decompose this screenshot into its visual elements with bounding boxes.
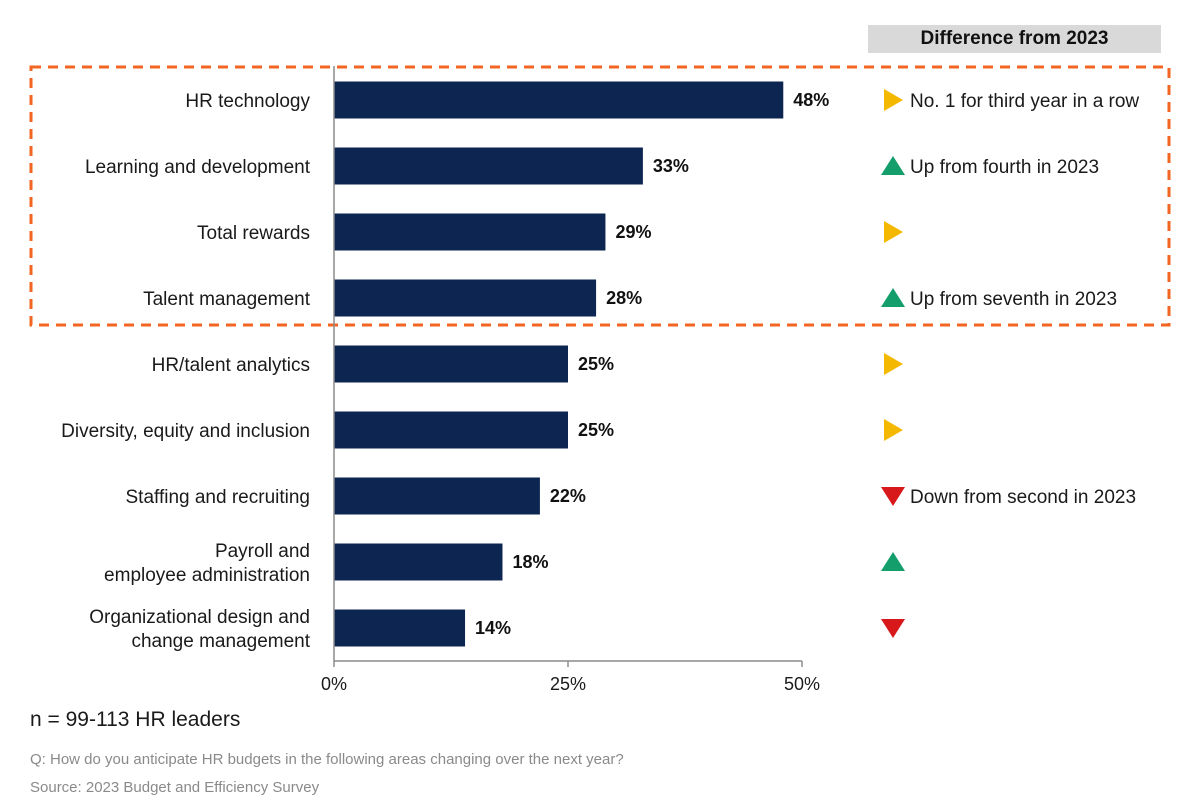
bar	[334, 81, 784, 119]
category-label: Total rewards	[197, 223, 310, 244]
trend-up-icon	[881, 156, 905, 175]
value-label: 25%	[578, 420, 614, 440]
category-label: Talent management	[143, 289, 311, 310]
category-label: Payroll and	[215, 541, 310, 562]
trend-right-icon	[884, 353, 903, 375]
bar	[334, 411, 568, 449]
difference-note: No. 1 for third year in a row	[910, 91, 1139, 112]
category-label: change management	[131, 631, 310, 652]
bar	[334, 543, 503, 581]
category-label: Organizational design and	[89, 607, 310, 628]
value-label: 14%	[475, 618, 511, 638]
value-label: 25%	[578, 354, 614, 374]
difference-note: Up from fourth in 2023	[910, 157, 1099, 178]
x-tick-label: 25%	[550, 674, 586, 694]
bar	[334, 345, 568, 383]
bar	[334, 609, 466, 647]
survey-question: Q: How do you anticipate HR budgets in t…	[30, 751, 624, 768]
value-label: 33%	[653, 156, 689, 176]
trend-up-icon	[881, 552, 905, 571]
category-label: HR/talent analytics	[152, 355, 310, 376]
bar	[334, 147, 643, 185]
highlight-box	[29, 65, 1171, 327]
category-label: Learning and development	[85, 157, 311, 178]
bar	[334, 477, 540, 515]
bar	[334, 279, 597, 317]
difference-header: Difference from 2023	[868, 25, 1161, 53]
category-label: HR technology	[185, 91, 310, 112]
value-label: 48%	[793, 90, 829, 110]
category-label: Staffing and recruiting	[126, 487, 311, 508]
value-label: 18%	[512, 552, 548, 572]
source-note: Source: 2023 Budget and Efficiency Surve…	[30, 779, 320, 796]
value-label: 29%	[615, 222, 651, 242]
difference-note: Down from second in 2023	[910, 487, 1136, 508]
value-label: 28%	[606, 288, 642, 308]
trend-up-icon	[881, 288, 905, 307]
bar	[334, 213, 606, 251]
trend-right-icon	[884, 419, 903, 441]
x-tick-label: 50%	[784, 674, 820, 694]
trend-right-icon	[884, 89, 903, 111]
x-tick-label: 0%	[321, 674, 347, 694]
sample-size-note: n = 99-113 HR leaders	[30, 708, 241, 731]
trend-down-icon	[881, 487, 905, 506]
trend-down-icon	[881, 619, 905, 638]
trend-right-icon	[884, 221, 903, 243]
category-label: employee administration	[104, 565, 310, 586]
value-label: 22%	[550, 486, 586, 506]
category-label: Diversity, equity and inclusion	[61, 421, 310, 442]
difference-note: Up from seventh in 2023	[910, 289, 1117, 310]
